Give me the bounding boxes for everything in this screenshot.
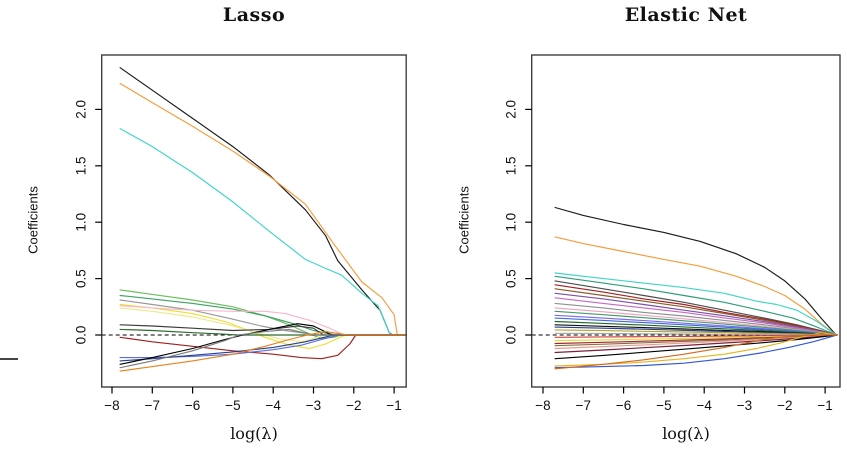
elastic-net-x-axis-label: log(λ): [662, 424, 710, 443]
coefficient-path-path-15: [119, 323, 407, 365]
coefficient-path-path-02: [119, 82, 407, 336]
x-tick-label: −5: [225, 398, 240, 413]
x-tick-label: −3: [737, 398, 752, 413]
coefficient-path-path-12: [119, 334, 407, 360]
lasso-title: Lasso: [222, 4, 286, 26]
x-tick-label: −2: [346, 398, 361, 413]
coefficient-path-path-26: [554, 334, 837, 360]
crop-artifact-tick: [0, 358, 18, 360]
x-tick-label: −3: [306, 398, 321, 413]
lasso-panel: Lasso Coefficients −8 −7 −6 −5 −4 −3 −2 −1 0.0 0.…: [26, 4, 407, 443]
lasso-plot-canvas: −8 −7 −6 −5 −4 −3 −2 −1 0.0 0.5 1.0 1.5 2.0: [74, 54, 407, 413]
plot-box: [530, 54, 841, 388]
elastic-net-plot-canvas: −8 −7 −6 −5 −4 −3 −2 −1 0.0 0.5 1.0 1.5 2.0: [504, 54, 841, 413]
coefficient-path-path-09: [554, 297, 837, 336]
coefficient-path-path-03: [119, 128, 407, 336]
coefficient-path-path-29: [554, 334, 837, 370]
x-tick-label: −8: [535, 398, 550, 413]
x-tick-label: −6: [616, 398, 631, 413]
x-tick-label: −7: [145, 398, 160, 413]
coefficient-path-path-09: [119, 305, 407, 336]
lasso-x-axis-label: log(λ): [230, 424, 278, 443]
coefficient-path-path-04: [554, 275, 837, 336]
plot-box: [100, 54, 407, 388]
x-tick-label: −4: [696, 398, 712, 413]
y-tick-label: 2.0: [74, 100, 89, 119]
x-tick-label: −4: [265, 398, 281, 413]
x-tick-label: −7: [576, 398, 591, 413]
y-tick-label: 2.0: [504, 100, 519, 119]
coefficient-path-path-17: [119, 331, 407, 372]
y-tick-label: 0.0: [74, 326, 89, 345]
x-tick-label: −1: [817, 398, 832, 413]
y-tick-label: 1.0: [504, 213, 519, 232]
coefficient-path-path-11: [119, 328, 407, 336]
x-tick-label: −8: [104, 398, 119, 413]
y-tick-label: 0.5: [74, 269, 89, 288]
elastic-net-title: Elastic Net: [624, 4, 748, 26]
y-tick-label: 0.0: [504, 326, 519, 345]
coefficient-path-path-07: [119, 303, 407, 350]
y-tick-label: 1.5: [504, 156, 519, 175]
coefficient-path-path-28: [554, 334, 838, 369]
y-tick-label: 1.5: [74, 156, 89, 175]
coefficient-path-path-25: [554, 334, 837, 354]
elastic-net-panel: Elastic Net Coefficients −8 −7 −6 −5 −4 −3 −2−…: [424, 0, 847, 469]
y-tick-label: 0.5: [504, 269, 519, 288]
x-tick-label: −1: [386, 398, 401, 413]
x-tick-label: −6: [185, 398, 200, 413]
x-tick-label: −2: [777, 398, 792, 413]
coefficient-path-path-01: [554, 206, 837, 336]
y-tick-label: 1.0: [74, 213, 89, 232]
x-tick-label: −5: [656, 398, 671, 413]
coefficient-path-path-08: [554, 292, 837, 336]
coefficient-path-path-03: [554, 272, 837, 336]
coefficient-path-path-27: [554, 332, 837, 367]
